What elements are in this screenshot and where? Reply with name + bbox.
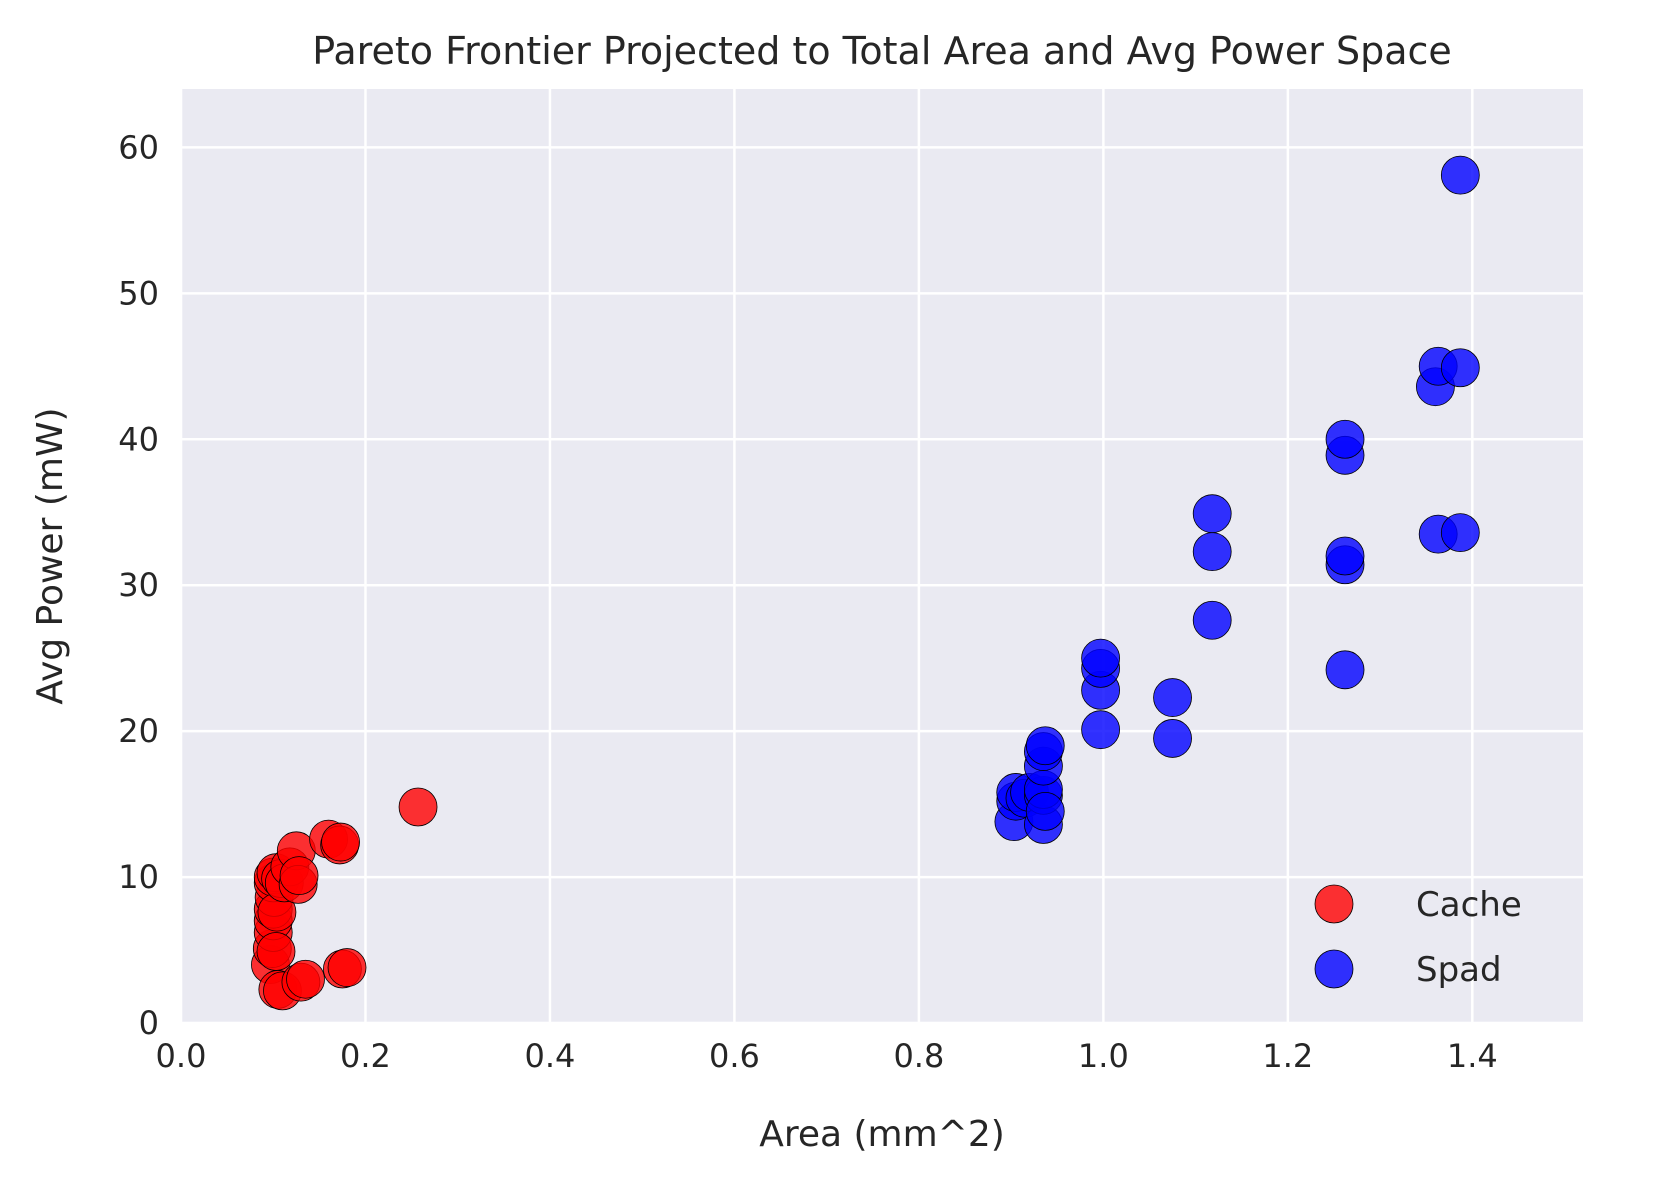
spad-point: [1153, 678, 1192, 717]
spad-point: [1440, 155, 1480, 195]
y-tick-label: 0: [139, 1004, 159, 1042]
spad-point: [1325, 536, 1365, 576]
x-tick-label: 0.4: [525, 1037, 576, 1075]
spad-point: [1192, 532, 1232, 572]
y-tick-labels: 0 10 20 30 40 50 60: [118, 128, 159, 1042]
spad-point: [1192, 494, 1232, 534]
x-tick-label: 1.4: [1447, 1037, 1498, 1075]
spad-point: [1192, 600, 1232, 640]
y-tick-label: 20: [118, 712, 159, 750]
cache-point: [327, 948, 367, 987]
x-tick-labels: 0.0 0.2 0.4 0.6 0.8 1.0 1.2 1.4: [156, 1037, 1498, 1075]
x-tick-label: 0.6: [709, 1037, 760, 1075]
legend-marker-cache: [1314, 884, 1354, 924]
spad-point: [1153, 719, 1192, 758]
y-tick-label: 10: [118, 858, 159, 896]
spad-point: [1325, 419, 1365, 459]
x-tick-label: 0.8: [893, 1037, 944, 1075]
x-tick-label: 0.2: [340, 1037, 391, 1075]
spad-point: [1025, 791, 1065, 831]
spad-point: [1081, 710, 1121, 750]
x-axis-label: Area (mm^2): [759, 1114, 1005, 1155]
cache-point: [279, 856, 319, 896]
spad-point: [1325, 650, 1365, 690]
y-tick-label: 50: [118, 274, 159, 312]
cache-point: [286, 959, 325, 999]
x-tick-label: 1.0: [1078, 1037, 1129, 1075]
legend-label-spad: Spad: [1416, 950, 1502, 990]
y-axis-label: Avg Power (mW): [30, 407, 71, 704]
legend-marker-spad: [1314, 949, 1354, 989]
spad-point: [1440, 348, 1480, 388]
cache-point: [321, 822, 360, 862]
y-tick-label: 40: [118, 420, 159, 458]
y-tick-label: 60: [118, 128, 159, 166]
chart-title: Pareto Frontier Projected to Total Area …: [312, 29, 1452, 73]
y-tick-label: 30: [118, 566, 159, 604]
x-tick-label: 1.2: [1262, 1037, 1313, 1075]
plot-background: [181, 89, 1583, 1023]
spad-point: [1440, 513, 1480, 553]
spad-point: [1025, 726, 1065, 766]
spad-point: [1081, 638, 1121, 678]
legend-label-cache: Cache: [1416, 885, 1522, 925]
legend: Cache Spad: [1314, 884, 1522, 990]
x-tick-label: 0.0: [156, 1037, 207, 1075]
data-points: [251, 155, 1480, 1011]
cache-point: [398, 787, 438, 827]
cache-point: [256, 932, 296, 971]
